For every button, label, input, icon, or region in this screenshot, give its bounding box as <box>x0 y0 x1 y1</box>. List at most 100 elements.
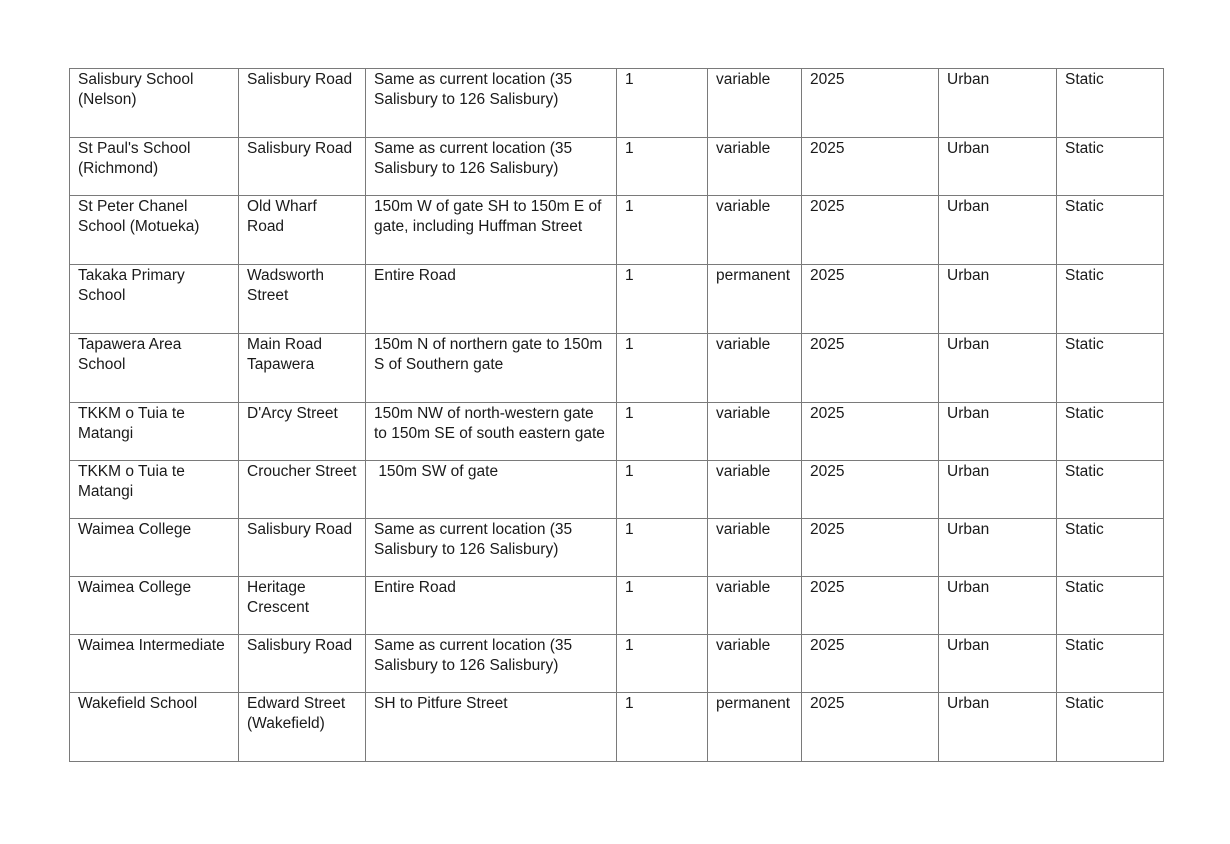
extent-cell: 150m NW of north-western gate to 150m SE… <box>365 402 617 461</box>
cell-text: Edward Street (Wakefield) <box>247 695 350 732</box>
extent-cell: Same as current location (35 Salisbury t… <box>365 137 617 196</box>
cell-text: Static <box>1065 463 1104 480</box>
year-cell: 2025 <box>801 264 939 334</box>
extent-cell: 150m N of northern gate to 150m S of Sou… <box>365 333 617 403</box>
count-cell: 1 <box>616 460 708 519</box>
year-cell: 2025 <box>801 195 939 265</box>
cell-text: 2025 <box>810 521 845 538</box>
cell-text: Static <box>1065 579 1104 596</box>
cell-text: D'Arcy Street <box>247 405 338 422</box>
cell-text: Same as current location (35 Salisbury t… <box>374 71 577 108</box>
cell-text: 2025 <box>810 695 845 712</box>
extent-cell: Same as current location (35 Salisbury t… <box>365 68 617 138</box>
cell-text: 2025 <box>810 336 845 353</box>
cell-text: Static <box>1065 198 1104 215</box>
cell-text: Same as current location (35 Salisbury t… <box>374 521 577 558</box>
cell-text: 1 <box>625 521 634 538</box>
count-cell: 1 <box>616 68 708 138</box>
cell-text: Heritage Crescent <box>247 579 310 616</box>
road-cell: Heritage Crescent <box>238 576 366 635</box>
type-cell: variable <box>707 518 802 577</box>
cell-text: Wadsworth Street <box>247 267 329 304</box>
area-cell: Urban <box>938 460 1057 519</box>
cell-text: Urban <box>947 521 990 538</box>
cell-text: 1 <box>625 140 634 157</box>
road-cell: Salisbury Road <box>238 68 366 138</box>
road-cell: Salisbury Road <box>238 137 366 196</box>
count-cell: 1 <box>616 518 708 577</box>
cell-text: 1 <box>625 267 634 284</box>
type-cell: variable <box>707 333 802 403</box>
cell-text: Waimea College <box>78 579 192 596</box>
type-cell: variable <box>707 402 802 461</box>
cell-text: St Paul's School (Richmond) <box>78 140 195 177</box>
cell-text: Waimea Intermediate <box>78 637 225 654</box>
year-cell: 2025 <box>801 333 939 403</box>
table-row: Wakefield School Edward Street (Wakefield… <box>69 692 1164 762</box>
area-cell: Urban <box>938 68 1057 138</box>
cell-text: 1 <box>625 405 634 422</box>
cell-text: permanent <box>716 695 791 712</box>
cell-text: Main Road Tapawera <box>247 336 326 373</box>
cell-text: Salisbury School (Nelson) <box>78 71 198 108</box>
cell-text: 1 <box>625 336 634 353</box>
cell-text: Urban <box>947 463 990 480</box>
cell-text: Static <box>1065 267 1104 284</box>
cell-text: variable <box>716 521 771 538</box>
type-cell: permanent <box>707 264 802 334</box>
table-row: Waimea College Salisbury Road Same as curr… <box>69 518 1164 577</box>
cell-text: Entire Road <box>374 579 456 596</box>
table-row: TKKM o Tuia te Matangi D'Arcy Street 150m … <box>69 402 1164 461</box>
area-cell: Urban <box>938 692 1057 762</box>
table-row: Salisbury School (Nelson) Salisbury Road S… <box>69 68 1164 138</box>
cell-text: Croucher Street <box>247 463 357 480</box>
cell-text: Static <box>1065 336 1104 353</box>
count-cell: 1 <box>616 634 708 693</box>
type-cell: variable <box>707 68 802 138</box>
cell-text: Same as current location (35 Salisbury t… <box>374 637 577 674</box>
extent-cell: Same as current location (35 Salisbury t… <box>365 634 617 693</box>
area-cell: Urban <box>938 137 1057 196</box>
school-cell: Wakefield School <box>69 692 239 762</box>
year-cell: 2025 <box>801 402 939 461</box>
road-cell: Old Wharf Road <box>238 195 366 265</box>
cell-text: Waimea College <box>78 521 192 538</box>
year-cell: 2025 <box>801 460 939 519</box>
area-cell: Urban <box>938 402 1057 461</box>
mode-cell: Static <box>1056 195 1164 265</box>
table-row: Takaka Primary School Wadsworth Street Ent… <box>69 264 1164 334</box>
road-cell: Main Road Tapawera <box>238 333 366 403</box>
area-cell: Urban <box>938 576 1057 635</box>
cell-text: 1 <box>625 637 634 654</box>
cell-text: Static <box>1065 71 1104 88</box>
cell-text: Urban <box>947 336 990 353</box>
mode-cell: Static <box>1056 402 1164 461</box>
cell-text: Urban <box>947 71 990 88</box>
cell-text: Static <box>1065 140 1104 157</box>
count-cell: 1 <box>616 402 708 461</box>
cell-text: 2025 <box>810 637 845 654</box>
type-cell: variable <box>707 576 802 635</box>
cell-text: Old Wharf Road <box>247 198 322 235</box>
cell-text: Salisbury Road <box>247 637 353 654</box>
cell-text: 150m W of gate SH to 150m E of gate, inc… <box>374 198 606 235</box>
mode-cell: Static <box>1056 518 1164 577</box>
cell-text: St Peter Chanel School (Motueka) <box>78 198 200 235</box>
cell-text: Tapawera Area School <box>78 336 186 373</box>
cell-text: 2025 <box>810 463 845 480</box>
table-row: Waimea College Heritage Crescent Entire Ro… <box>69 576 1164 635</box>
count-cell: 1 <box>616 264 708 334</box>
cell-text: Urban <box>947 198 990 215</box>
count-cell: 1 <box>616 692 708 762</box>
road-cell: D'Arcy Street <box>238 402 366 461</box>
mode-cell: Static <box>1056 576 1164 635</box>
cell-text: Urban <box>947 579 990 596</box>
area-cell: Urban <box>938 195 1057 265</box>
road-cell: Salisbury Road <box>238 518 366 577</box>
table-body: Salisbury School (Nelson) Salisbury Road S… <box>69 68 1164 762</box>
year-cell: 2025 <box>801 692 939 762</box>
type-cell: variable <box>707 195 802 265</box>
cell-text: 150m SW of gate <box>374 463 499 480</box>
year-cell: 2025 <box>801 518 939 577</box>
cell-text: Same as current location (35 Salisbury t… <box>374 140 577 177</box>
